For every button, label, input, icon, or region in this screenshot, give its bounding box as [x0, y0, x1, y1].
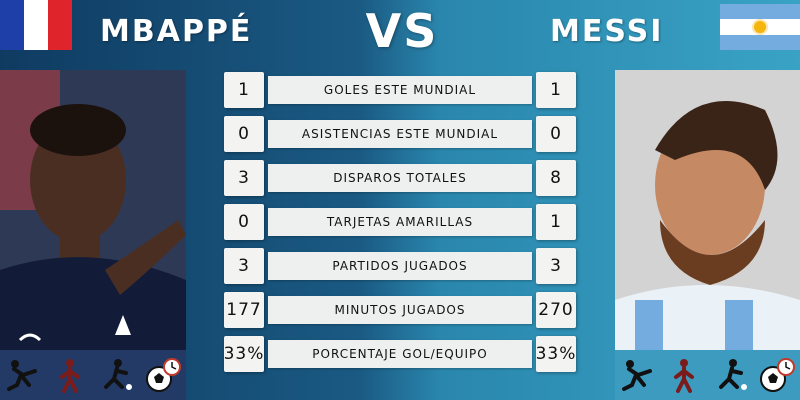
kick-icon	[7, 360, 38, 391]
right-value: 1	[536, 204, 576, 240]
stat-label: DISPAROS TOTALES	[268, 164, 532, 192]
shoot-icon	[104, 359, 133, 390]
player-icon	[674, 359, 695, 393]
left-icon-strip	[0, 350, 186, 400]
left-value: 0	[224, 204, 264, 240]
right-value: 1	[536, 72, 576, 108]
stat-row-goals: 1 GOLES ESTE MUNDIAL 1	[224, 72, 576, 108]
stat-label: PORCENTAJE GOL/EQUIPO	[268, 340, 532, 368]
kick-icon	[622, 360, 653, 391]
stat-row-minutes: 177 MINUTOS JUGADOS 270	[224, 292, 576, 328]
france-flag-icon	[0, 0, 72, 50]
right-player-photo	[615, 70, 800, 350]
left-value: 3	[224, 248, 264, 284]
shoot-icon	[718, 359, 747, 390]
right-value: 33%	[536, 336, 576, 372]
left-value: 3	[224, 160, 264, 196]
stat-row-goal-percentage: 33% PORCENTAJE GOL/EQUIPO 33%	[224, 336, 576, 372]
stat-label: GOLES ESTE MUNDIAL	[268, 76, 532, 104]
left-player-name: MBAPPÉ	[100, 14, 253, 49]
stat-row-shots: 3 DISPAROS TOTALES 8	[224, 160, 576, 196]
right-value: 0	[536, 116, 576, 152]
left-value: 33%	[224, 336, 264, 372]
right-icon-strip	[615, 350, 800, 400]
stat-label: ASISTENCIAS ESTE MUNDIAL	[268, 120, 532, 148]
left-value: 177	[224, 292, 264, 328]
right-value: 270	[536, 292, 576, 328]
stat-row-yellow-cards: 0 TARJETAS AMARILLAS 1	[224, 204, 576, 240]
versus-label: VS	[365, 4, 439, 58]
player-icon	[59, 359, 80, 393]
left-player-photo	[0, 70, 186, 350]
right-value: 8	[536, 160, 576, 196]
stat-row-matches: 3 PARTIDOS JUGADOS 3	[224, 248, 576, 284]
left-value: 0	[224, 116, 264, 152]
right-player-name: MESSI	[550, 14, 664, 49]
left-value: 1	[224, 72, 264, 108]
stat-label: PARTIDOS JUGADOS	[268, 252, 532, 280]
ball-clock-icon	[759, 358, 795, 392]
argentina-flag-icon	[720, 4, 800, 50]
ball-clock-icon	[145, 358, 181, 392]
stat-row-assists: 0 ASISTENCIAS ESTE MUNDIAL 0	[224, 116, 576, 152]
stat-label: MINUTOS JUGADOS	[268, 296, 532, 324]
stat-label: TARJETAS AMARILLAS	[268, 208, 532, 236]
right-value: 3	[536, 248, 576, 284]
